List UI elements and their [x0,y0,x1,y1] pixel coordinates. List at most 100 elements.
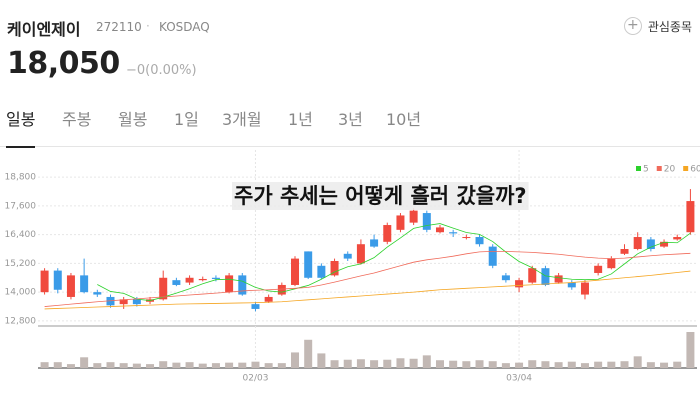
candle-body [501,275,510,281]
moving-average-line [97,223,691,301]
candle-body [304,251,313,278]
candle-body [449,232,458,234]
candle-body [238,275,247,295]
candle-body [356,244,365,264]
volume-bar [501,363,510,368]
volume-bar [422,355,431,368]
legend-label: 5 [643,165,649,175]
x-tick-label: 02/03 [243,374,269,384]
candle-body [580,282,589,295]
candle-body [475,237,484,245]
volume-bar [211,363,220,368]
volume-bar [686,332,695,368]
volume-bar [40,362,49,368]
volume-bar [475,360,484,368]
volume-bar [554,362,563,368]
volume-bar [93,363,102,368]
separator: · [146,19,150,33]
tab[interactable]: 1일 [174,110,199,129]
tab[interactable]: 3년 [338,110,363,129]
stock-name: 케이엔제이 [7,20,81,39]
volume-bar [396,358,405,368]
y-tick-label: 14,000 [5,288,37,298]
volume-bar [264,363,273,368]
tab[interactable]: 주봉 [62,110,92,129]
legend-swatch [683,166,689,171]
candle-body [660,241,669,247]
volume-bar [660,362,669,368]
candle-body [686,201,695,233]
tab[interactable]: 월봉 [118,110,148,129]
candle-body [633,237,642,250]
volume-bar [198,363,207,368]
volume-bar [277,363,286,368]
volume-bar [343,359,352,368]
candle-body [646,239,655,250]
tab[interactable]: 1년 [288,110,313,129]
volume-bar [291,352,300,368]
candle-body [251,304,260,309]
y-tick-label: 18,800 [5,173,37,183]
y-tick-label: 16,400 [5,230,37,240]
candle-body [172,280,181,285]
volume-bar [132,363,141,368]
volume-bar [146,364,155,368]
candle-body [211,277,220,279]
candle-body [93,292,102,295]
volume-bar [488,361,497,368]
volume-bar [238,362,247,368]
candle-body [396,215,405,230]
tab-bar: 일봉 주봉 월봉 1일 3개월 1년 3년 10년 [0,104,700,148]
volume-bar [106,362,115,368]
volume-bar [330,360,339,368]
candle-body [620,249,629,254]
volume-bar [620,361,629,368]
watch-label: 관심종목 [647,19,692,34]
candle-body [66,275,75,297]
volume-bar [53,362,62,368]
volume-bar [594,361,603,368]
stock-code: 272110 [96,20,142,34]
legend-swatch [656,166,662,171]
candle-body [383,225,392,242]
volume-bar [607,361,616,368]
candle-body [435,227,444,233]
legend-swatch [636,166,641,171]
tab[interactable]: 일봉 [6,106,36,148]
volume-bar [567,361,576,368]
price-change: −0(0.00%) [126,63,197,78]
candle-body [594,265,603,273]
candle-body [119,299,128,305]
annotation-background [232,182,529,210]
candle-body [462,237,471,239]
candle-body [422,213,431,230]
tab[interactable]: 3개월 [222,110,262,129]
legend-label: 20 [664,165,676,175]
legend-label: 60 [690,165,700,175]
volume-bar [541,361,550,368]
candle-body [528,268,537,283]
volume-bar [66,364,75,368]
candle-body [409,210,418,223]
x-tick-label: 03/04 [506,374,532,384]
volume-bar [119,363,128,368]
candle-body [132,299,141,305]
volume-bar [185,362,194,368]
volume-bar [370,360,379,368]
candle-body [40,270,49,293]
volume-bar [528,360,537,368]
volume-bar [409,358,418,368]
candle-body [159,277,168,300]
volume-bar [435,360,444,368]
volume-bar [580,363,589,368]
candle-body [673,237,682,240]
volume-bar [646,362,655,368]
candle-body [330,260,339,276]
watch-button[interactable]: + 관심종목 [623,17,692,35]
volume-bar [383,359,392,368]
tab[interactable]: 10년 [386,110,422,129]
volume-bar [172,362,181,368]
volume-bar [356,359,365,368]
candle-body [370,239,379,247]
